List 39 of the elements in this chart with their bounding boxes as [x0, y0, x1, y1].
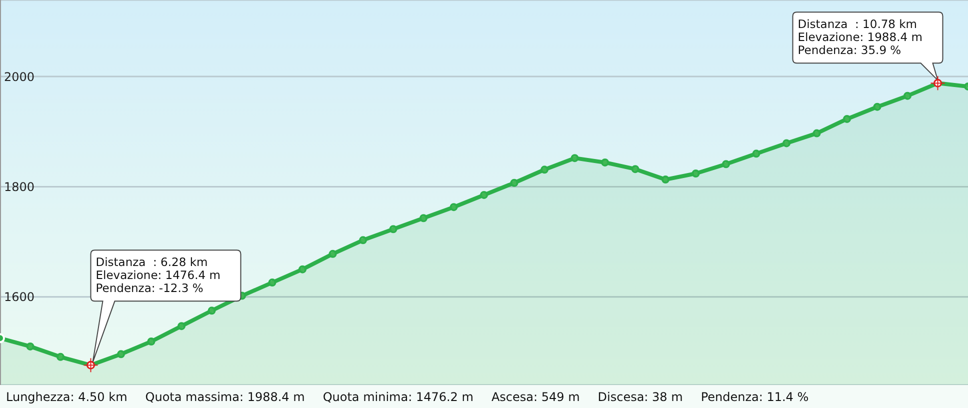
point: [480, 190, 488, 199]
point: [147, 337, 156, 346]
text: Discesa: 38 m: [598, 390, 683, 404]
text: Quota minima: 1476.2 m: [322, 390, 474, 404]
point: [359, 236, 367, 244]
point: [662, 176, 670, 184]
point: [208, 306, 216, 315]
point: [722, 160, 730, 168]
point: [178, 322, 186, 330]
point: [843, 114, 851, 123]
point: [631, 165, 640, 174]
point: [26, 342, 34, 350]
point: [812, 129, 821, 138]
point: [873, 102, 882, 111]
point: [268, 278, 276, 287]
annotation: Distanza : 6.28 km Elevazione: 1476.4 m Pendenza: -12.3 %: [96, 255, 220, 296]
point: [56, 352, 64, 361]
text: Ascesa: 549 m: [491, 390, 580, 404]
y-tick-label: 1600: [4, 290, 35, 304]
point: [420, 214, 428, 222]
point: [510, 178, 518, 187]
y-tick-label: 1800: [4, 180, 35, 194]
point: [570, 154, 579, 162]
point: [117, 350, 125, 358]
point: [782, 139, 790, 148]
text: Pendenza: 11.4 %: [700, 390, 809, 404]
point: [298, 265, 306, 274]
point: [328, 250, 337, 258]
y-tick-label: 2000: [4, 70, 35, 84]
point: [450, 203, 458, 212]
point: [692, 170, 700, 178]
point: [904, 92, 912, 100]
text: Quota massima: 1988.4 m: [145, 390, 305, 404]
point: [752, 150, 760, 158]
annotation: Distanza : 10.78 km Elevazione: 1988.4 m Pendenza: 35.9 %: [798, 17, 922, 58]
point: [540, 166, 548, 174]
text: Lunghezza: 4.50 km: [6, 390, 128, 404]
point: [601, 158, 609, 166]
point: [389, 225, 398, 234]
